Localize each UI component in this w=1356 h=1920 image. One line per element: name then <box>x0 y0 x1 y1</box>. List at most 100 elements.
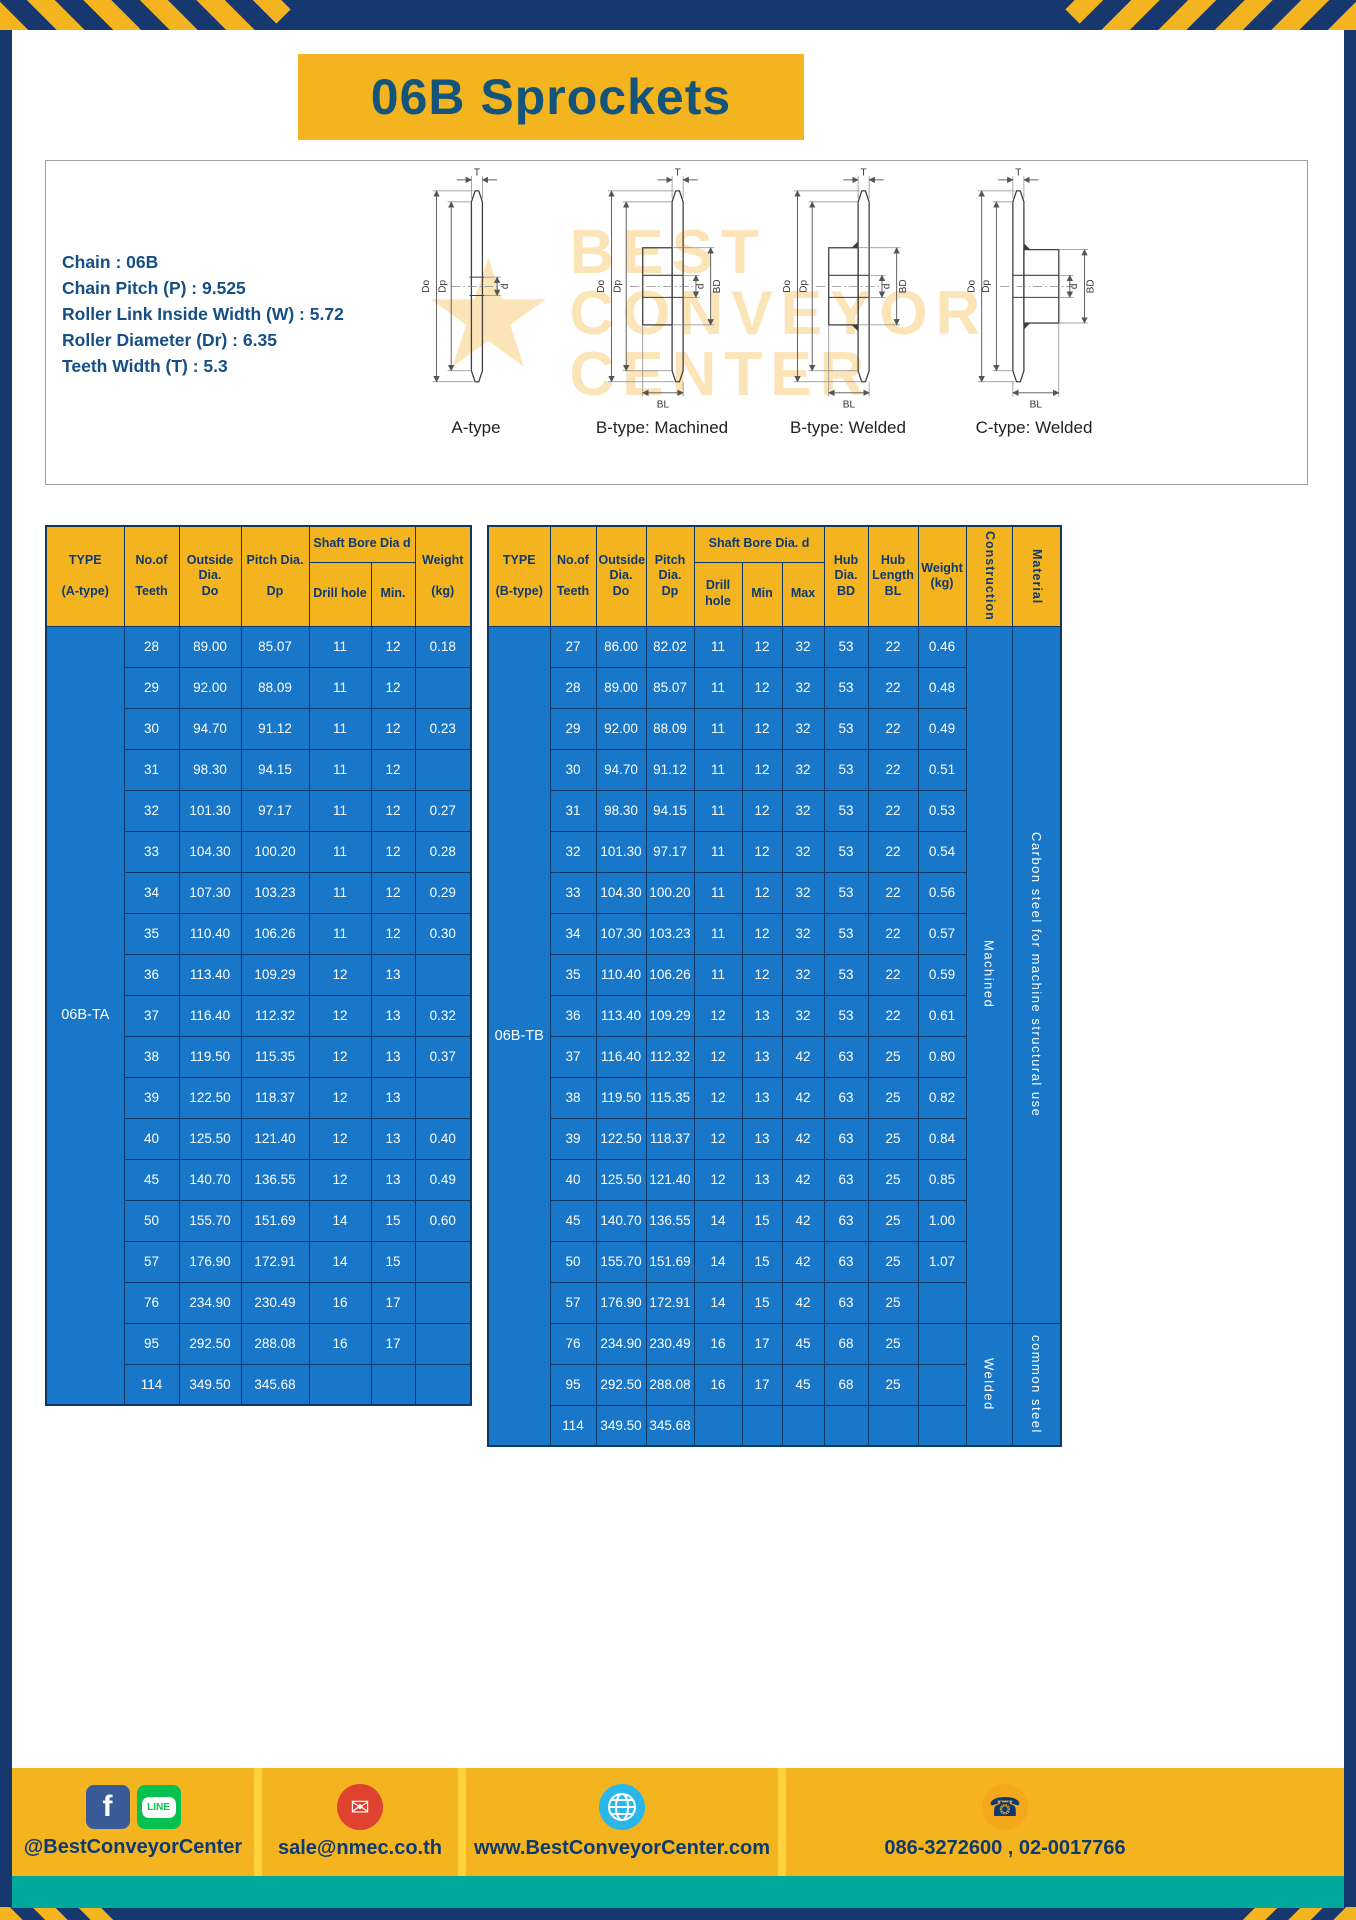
data-cell <box>370 1363 416 1406</box>
spec-diagram-panel: ★ BEST CONVEYOR CENTER Chain : 06B Chain… <box>45 160 1308 485</box>
data-cell: 0.27 <box>414 789 472 832</box>
data-cell: 345.68 <box>645 1404 695 1447</box>
data-cell: 112.32 <box>645 1035 695 1078</box>
data-cell: 0.37 <box>414 1035 472 1078</box>
data-cell: 12 <box>308 1117 372 1160</box>
data-cell: 25 <box>867 1158 919 1201</box>
table-row: 36 113.40 109.29 12 13 32 53 22 0.61 <box>488 994 1061 1037</box>
data-cell: 100.20 <box>240 830 310 873</box>
spec-line: Teeth Width (T) : 5.3 <box>62 356 228 376</box>
data-cell: 12 <box>308 1076 372 1119</box>
data-cell: 0.85 <box>917 1158 967 1201</box>
data-cell: 25 <box>867 1240 919 1283</box>
data-cell: 119.50 <box>595 1076 647 1119</box>
data-cell: 88.09 <box>240 666 310 709</box>
data-cell: 288.08 <box>240 1322 310 1365</box>
data-cell: 22 <box>867 830 919 873</box>
data-cell: 63 <box>823 1199 869 1242</box>
data-cell <box>917 1322 967 1365</box>
data-cell: 32 <box>123 789 180 832</box>
data-cell: 101.30 <box>178 789 242 832</box>
header-hub-length: Hub Length BL <box>867 525 919 627</box>
data-cell: 17 <box>370 1281 416 1324</box>
hazard-stripes-bottom-right <box>1236 1907 1356 1920</box>
data-cell: 12 <box>308 994 372 1037</box>
data-cell <box>867 1404 919 1447</box>
data-cell: 12 <box>370 625 416 668</box>
data-cell: 76 <box>123 1281 180 1324</box>
data-cell: 12 <box>693 994 743 1037</box>
data-cell: 32 <box>781 953 825 996</box>
data-cell: 11 <box>308 748 372 791</box>
svg-text:Do: Do <box>596 279 607 292</box>
data-cell: 68 <box>823 1363 869 1406</box>
data-cell: 25 <box>867 1281 919 1324</box>
data-cell: 155.70 <box>595 1240 647 1283</box>
data-cell: 32 <box>781 994 825 1037</box>
table-row: 40 125.50 121.40 12 13 0.40 <box>46 1117 472 1160</box>
table-row: 39 122.50 118.37 12 13 <box>46 1076 472 1119</box>
data-cell: 37 <box>123 994 180 1037</box>
data-cell: 38 <box>123 1035 180 1078</box>
header-drill-hole: Drill hole <box>308 561 372 627</box>
data-cell: 32 <box>781 830 825 873</box>
header-pitch-dia: Pitch Dia. Dp <box>645 525 695 627</box>
table-row: 57 176.90 172.91 14 15 <box>46 1240 472 1283</box>
data-cell: 40 <box>549 1158 597 1201</box>
data-cell: 172.91 <box>645 1281 695 1324</box>
data-cell: 33 <box>123 830 180 873</box>
diagram-caption: C-type: Welded <box>975 418 1093 437</box>
data-cell: 22 <box>867 994 919 1037</box>
data-cell: 140.70 <box>595 1199 647 1242</box>
data-cell: 11 <box>308 912 372 955</box>
svg-text:BD: BD <box>712 279 723 293</box>
data-cell: 172.91 <box>240 1240 310 1283</box>
a-type-drawing: T Do Dp d <box>421 167 511 383</box>
data-cell: 234.90 <box>595 1322 647 1365</box>
data-cell: 34 <box>549 912 597 955</box>
data-cell <box>741 1404 783 1447</box>
data-cell: 53 <box>823 707 869 750</box>
svg-text:BD: BD <box>1086 279 1097 293</box>
data-cell: 13 <box>370 1117 416 1160</box>
b-type-machined-drawing: T Do Dp d <box>596 167 723 410</box>
data-cell: 125.50 <box>178 1117 242 1160</box>
data-cell: 0.82 <box>917 1076 967 1119</box>
data-cell: 45 <box>781 1363 825 1406</box>
data-cell: 53 <box>823 912 869 955</box>
table-row: 34 107.30 103.23 11 12 32 53 22 0.57 <box>488 912 1061 955</box>
data-cell: 33 <box>549 871 597 914</box>
data-cell: 39 <box>549 1117 597 1160</box>
data-cell <box>414 953 472 996</box>
svg-text:Dp: Dp <box>613 279 624 292</box>
data-cell: 22 <box>867 912 919 955</box>
data-cell <box>823 1404 869 1447</box>
a-type-sprocket-table: TYPE (A-type) No.of Teeth Outside Dia. D… <box>45 525 472 1406</box>
data-cell: 100.20 <box>645 871 695 914</box>
table-row: 36 113.40 109.29 12 13 <box>46 953 472 996</box>
social-handle-label: @BestConveyorCenter <box>23 1836 243 1858</box>
data-cell: 110.40 <box>595 953 647 996</box>
data-cell: 11 <box>693 748 743 791</box>
data-cell: 115.35 <box>240 1035 310 1078</box>
data-cell: 15 <box>370 1240 416 1283</box>
data-cell: 12 <box>370 748 416 791</box>
table-row: 37 116.40 112.32 12 13 0.32 <box>46 994 472 1037</box>
data-cell: 0.46 <box>917 625 967 668</box>
table-row: 06B-TB 27 86.00 82.02 11 12 32 53 22 0.46 Machined… <box>487 625 1062 1447</box>
data-cell <box>414 1076 472 1119</box>
data-cell: 32 <box>781 748 825 791</box>
data-cell: 13 <box>370 953 416 996</box>
data-cell: 104.30 <box>178 830 242 873</box>
data-cell: 63 <box>823 1035 869 1078</box>
data-cell: 118.37 <box>240 1076 310 1119</box>
c-type-welded-drawing: T Do Dp d <box>966 167 1097 410</box>
table-row: 45 140.70 136.55 14 15 42 63 25 1.00 <box>488 1199 1061 1242</box>
table-row: 50 155.70 151.69 14 15 42 63 25 1.07 <box>488 1240 1061 1283</box>
data-cell: 12 <box>741 871 783 914</box>
data-cell: 53 <box>823 666 869 709</box>
data-cell: 12 <box>741 707 783 750</box>
data-cell: 92.00 <box>178 666 242 709</box>
table-row: 31 98.30 94.15 11 12 <box>46 748 472 791</box>
